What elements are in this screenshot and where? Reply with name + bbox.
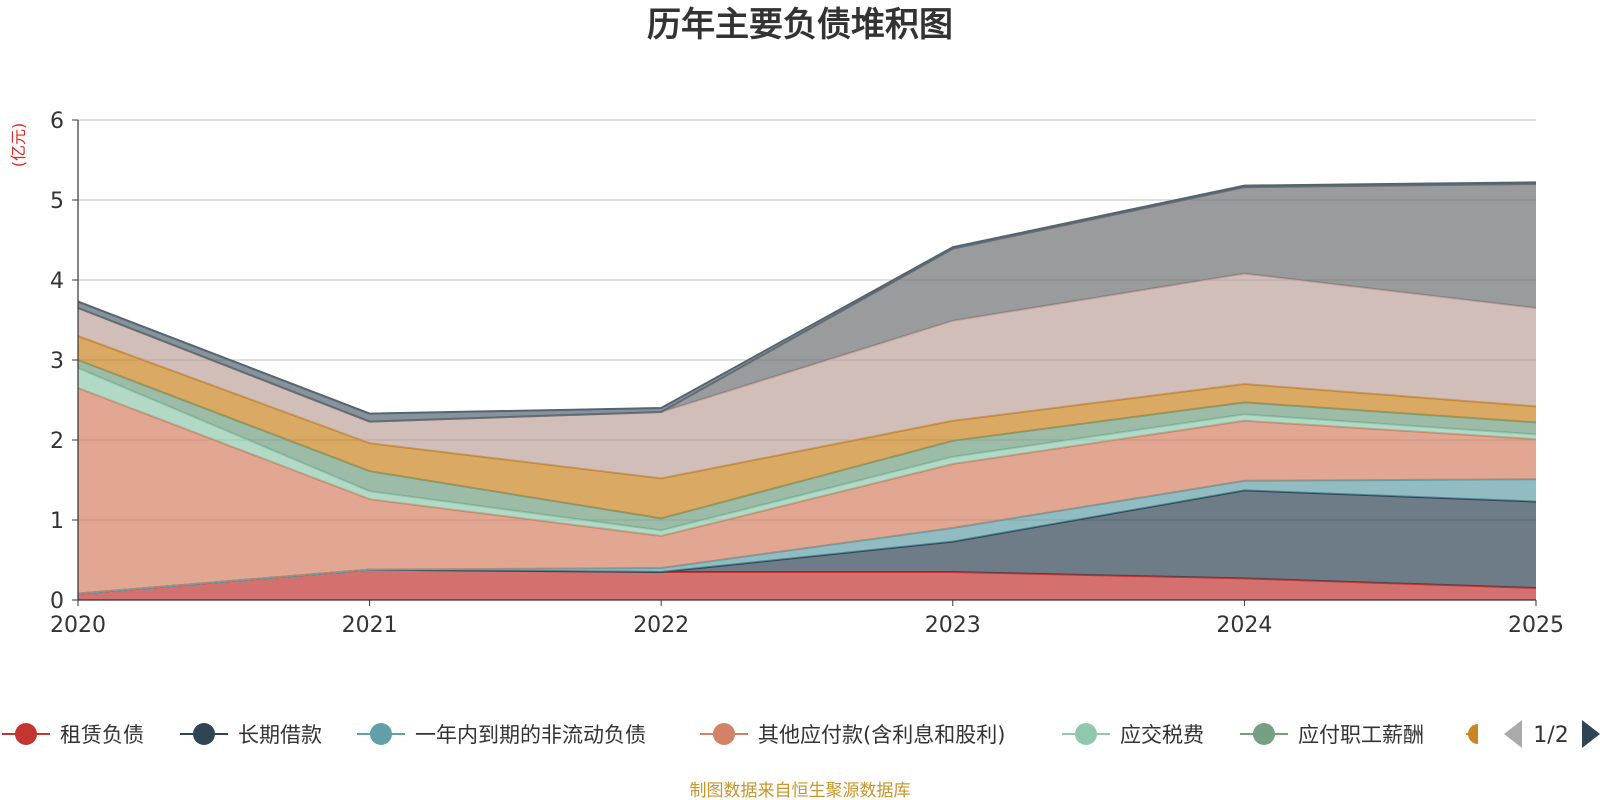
y-tick-label: 5 xyxy=(50,189,64,214)
legend-item[interactable]: 应付职工薪酬 xyxy=(1240,723,1424,747)
chart-title: 历年主要负债堆积图 xyxy=(647,5,953,45)
y-tick-label: 0 xyxy=(50,589,64,614)
area-series[interactable] xyxy=(78,490,1536,594)
y-axis-unit: (亿元) xyxy=(9,123,28,168)
legend-marker-icon xyxy=(370,723,392,745)
area-series[interactable] xyxy=(78,336,1536,519)
x-tick-label: 2022 xyxy=(633,613,689,638)
y-tick-labels: 0 1 2 3 4 5 6 xyxy=(50,109,78,614)
legend-marker-icon xyxy=(1075,723,1097,745)
legend-item[interactable]: 其他应付款(含利息和股利) xyxy=(700,723,1005,747)
y-tick-label: 4 xyxy=(50,269,64,294)
legend-item-partial[interactable] xyxy=(1466,724,1478,744)
x-tick-label: 2025 xyxy=(1508,613,1564,638)
x-tick-labels: 2020 2021 2022 2023 2024 2025 xyxy=(50,600,1564,638)
x-tick-label: 2024 xyxy=(1216,613,1272,638)
legend-item[interactable]: 一年内到期的非流动负债 xyxy=(357,723,646,747)
legend-label: 应付职工薪酬 xyxy=(1298,723,1424,747)
legend-label: 其他应付款(含利息和股利) xyxy=(758,723,1005,747)
y-tick-label: 2 xyxy=(50,429,64,454)
legend-label: 租赁负债 xyxy=(60,723,144,747)
legend-next-arrow-icon[interactable] xyxy=(1582,720,1600,748)
area-series[interactable] xyxy=(78,273,1536,479)
legend-label: 应交税费 xyxy=(1120,723,1204,747)
area-series-line xyxy=(77,335,1537,480)
legend-label: 长期借款 xyxy=(238,723,322,747)
area-series[interactable] xyxy=(78,360,1536,531)
legend-item[interactable]: 长期借款 xyxy=(180,723,322,747)
legend-marker-icon xyxy=(1468,724,1478,744)
x-tick-label: 2023 xyxy=(925,613,981,638)
legend-marker-icon xyxy=(193,723,215,745)
legend-item[interactable]: 应交税费 xyxy=(1062,723,1204,747)
area-series[interactable] xyxy=(78,388,1536,594)
legend-marker-icon xyxy=(15,723,37,745)
x-tick-label: 2020 xyxy=(50,613,106,638)
legend-marker-icon xyxy=(1253,723,1275,745)
legend-marker-icon xyxy=(713,723,735,745)
area-series-line xyxy=(77,181,1537,415)
area-series[interactable] xyxy=(78,184,1536,422)
legend-prev-arrow-icon[interactable] xyxy=(1504,720,1522,748)
legend-label: 一年内到期的非流动负债 xyxy=(415,723,646,747)
area-series[interactable] xyxy=(78,479,1536,594)
legend-page-indicator: 1/2 xyxy=(1533,723,1568,748)
series-areas xyxy=(77,181,1537,600)
y-tick-label: 1 xyxy=(50,509,64,534)
legend-item[interactable]: 租赁负债 xyxy=(2,723,144,747)
y-tick-label: 6 xyxy=(50,109,64,134)
x-tick-label: 2021 xyxy=(342,613,398,638)
legend-pager: 1/2 xyxy=(1504,720,1600,748)
data-source-note: 制图数据来自恒生聚源数据库 xyxy=(690,781,911,800)
y-tick-label: 3 xyxy=(50,349,64,374)
legend: 租赁负债 长期借款 一年内到期的非流动负债 其他应付款(含利息和股利) 应交税费 应付职工… xyxy=(2,723,1478,747)
